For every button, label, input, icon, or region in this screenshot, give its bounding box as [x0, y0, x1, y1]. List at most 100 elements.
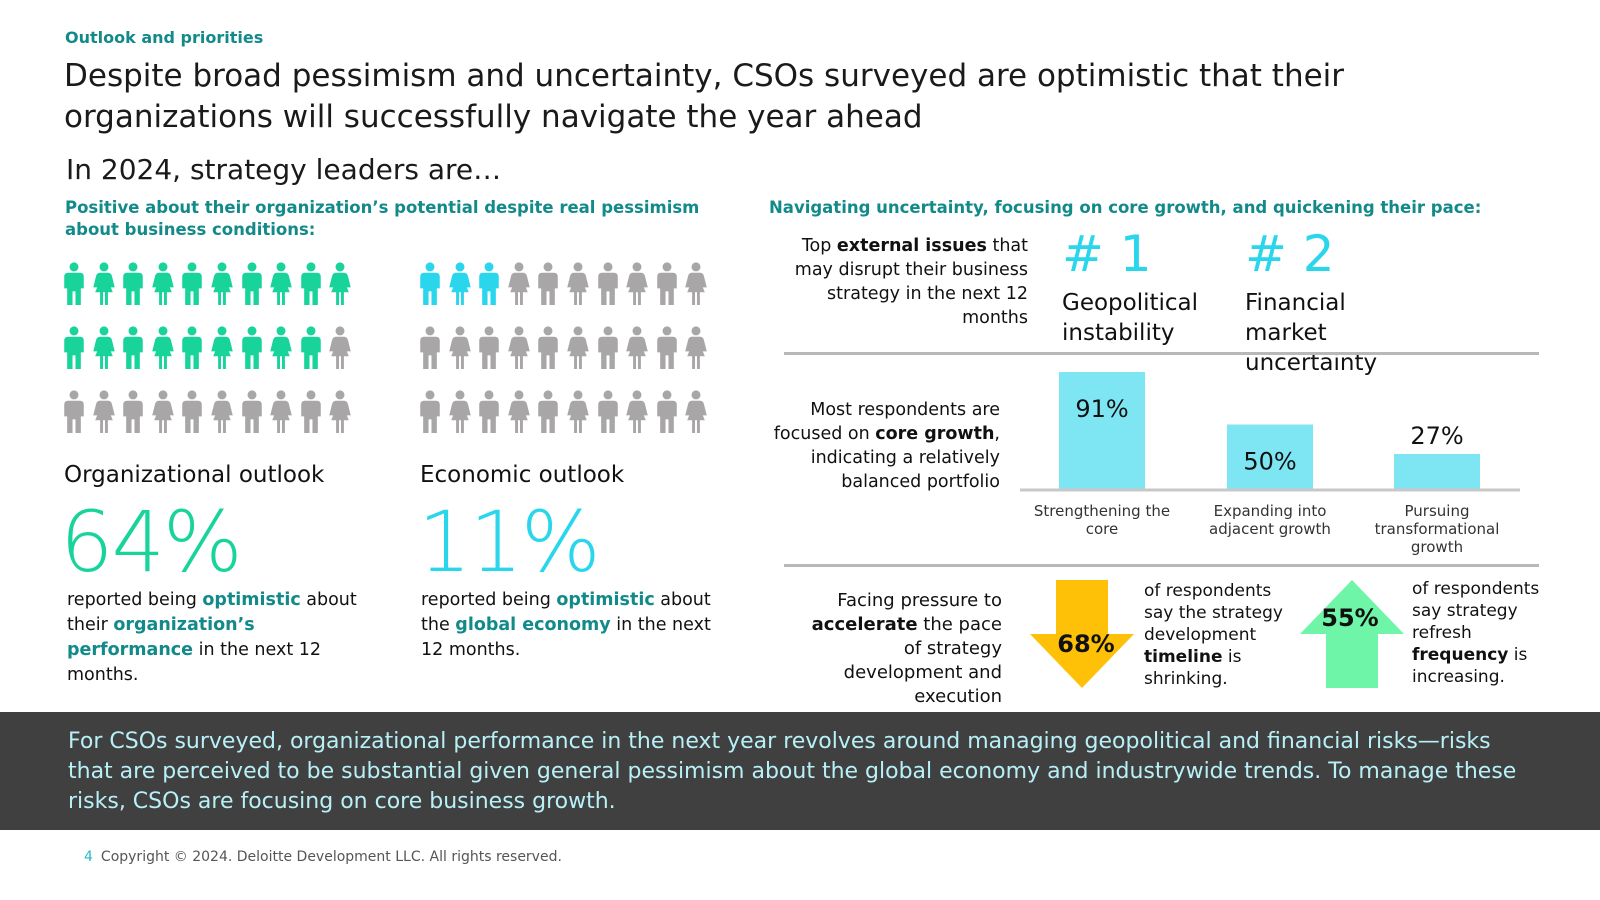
person-icon [567, 326, 589, 369]
person-icon [123, 326, 143, 369]
intro-text: the pace of strategy development and exe… [843, 614, 1002, 707]
bar [1227, 424, 1313, 489]
subheading: In 2024, strategy leaders are… [66, 153, 502, 186]
person-icon [685, 326, 708, 369]
desc-text: is shrinking. [1144, 647, 1242, 689]
economic-outlook-pictogram [418, 262, 708, 433]
organizational-outlook-stat: 64% [60, 493, 243, 591]
page-number: 4 [84, 849, 93, 865]
desc-text: is increasing. [1412, 645, 1528, 687]
frequency-description: of respondents say strategy refresh freq… [1412, 578, 1562, 688]
intro-text: Most respondents are focused on [773, 400, 1000, 444]
desc-text: in the next 12 months. [67, 640, 322, 685]
frequency-increasing-stat: 55% [1321, 604, 1379, 632]
person-icon [211, 262, 233, 305]
desc-emphasis: global economy [455, 615, 611, 635]
issue-rank-2: # 2 [1245, 225, 1335, 283]
portfolio-intro: Most respondents are focused on core gro… [768, 398, 1000, 494]
summary-banner: For CSOs surveyed, organizational perfor… [0, 712, 1600, 830]
person-icon [329, 390, 352, 433]
intro-text: Top [801, 236, 837, 256]
up-arrow-icon [1300, 580, 1404, 688]
person-icon [538, 262, 559, 305]
category-label: Pursuing transformational growth [1375, 502, 1500, 555]
person-icon [538, 326, 559, 369]
organizational-outlook-description: reported being optimistic about their or… [67, 588, 367, 688]
desc-text: of respondents say strategy refresh [1412, 579, 1540, 643]
person-icon [597, 390, 618, 433]
person-icon [152, 390, 174, 433]
desc-text: about their [67, 590, 357, 635]
category-label: Expanding into adjacent growth [1209, 502, 1331, 538]
intro-emphasis: core growth [875, 424, 995, 444]
person-icon [329, 262, 352, 305]
intro-text: Facing pressure to [837, 590, 1002, 611]
person-icon [448, 326, 471, 369]
section-label: Outlook and priorities [65, 28, 264, 47]
person-icon [300, 390, 321, 433]
footer: 4 Copyright © 2024. Deloitte Development … [84, 849, 562, 865]
growth-focus-bar-chart: 91% Strengthening the core 50% Expanding int… [1020, 372, 1520, 555]
economic-outlook-description: reported being optimistic about the glob… [421, 588, 721, 663]
person-icon [685, 262, 708, 305]
bar-value-label: 50% [1243, 448, 1296, 476]
person-icon [479, 390, 499, 433]
intro-text: that may disrupt their business strategy… [794, 236, 1028, 328]
left-section-heading: Positive about their organization’s pote… [65, 198, 700, 239]
person-icon [270, 390, 292, 433]
section-divider [784, 564, 1539, 567]
bar [1059, 372, 1145, 489]
person-icon [448, 390, 471, 433]
intro-text: , indicating a relatively balanced portf… [810, 424, 1000, 492]
desc-emphasis: optimistic [202, 590, 301, 610]
person-icon [64, 390, 84, 433]
person-icon [300, 262, 321, 305]
person-icon [92, 326, 115, 369]
person-icon [479, 326, 499, 369]
person-icon [64, 262, 84, 305]
person-icon [448, 262, 471, 305]
right-section-heading: Navigating uncertainty, focusing on core… [769, 198, 1482, 217]
page-title-line-2: organizations will successfully navigate… [64, 99, 923, 135]
person-icon [508, 326, 530, 369]
organizational-outlook-label: Organizational outlook [64, 462, 325, 488]
copyright: Copyright © 2024. Deloitte Development L… [100, 849, 562, 865]
person-icon [241, 262, 262, 305]
desc-text: reported being [421, 590, 557, 610]
person-icon [685, 390, 708, 433]
page-title: Despite broad pessimism and uncertainty,… [64, 56, 1364, 138]
person-icon [123, 390, 143, 433]
bar [1394, 453, 1480, 489]
person-icon [656, 326, 677, 369]
person-icon [64, 326, 84, 369]
person-icon [420, 262, 440, 305]
intro-emphasis: accelerate [811, 614, 918, 635]
category-label: Strengthening the core [1034, 502, 1170, 538]
person-icon [241, 390, 262, 433]
person-icon [152, 262, 174, 305]
person-icon [656, 262, 677, 305]
person-icon [300, 326, 321, 369]
person-icon [597, 262, 618, 305]
page-title-line-1: Despite broad pessimism and uncertainty,… [64, 58, 1345, 94]
desc-emphasis: organization’s performance [67, 615, 255, 660]
desc-text: about the [421, 590, 711, 635]
person-icon [420, 390, 440, 433]
person-icon [182, 262, 203, 305]
bar-value-label: 91% [1075, 395, 1128, 423]
person-icon [597, 326, 618, 369]
desc-text: in the next 12 months. [421, 615, 711, 660]
person-icon [626, 262, 648, 305]
person-icon [508, 390, 530, 433]
desc-text: of respondents say the strategy developm… [1144, 581, 1283, 645]
person-icon [626, 326, 648, 369]
summary-text: For CSOs surveyed, organizational perfor… [68, 729, 1517, 814]
organizational-outlook-pictogram [62, 262, 352, 433]
person-icon [656, 390, 677, 433]
economic-outlook-stat: 11% [418, 493, 601, 591]
person-icon [211, 326, 233, 369]
person-icon [182, 326, 203, 369]
bar-value-label: 27% [1410, 422, 1463, 450]
person-icon [211, 390, 233, 433]
person-icon [152, 326, 174, 369]
